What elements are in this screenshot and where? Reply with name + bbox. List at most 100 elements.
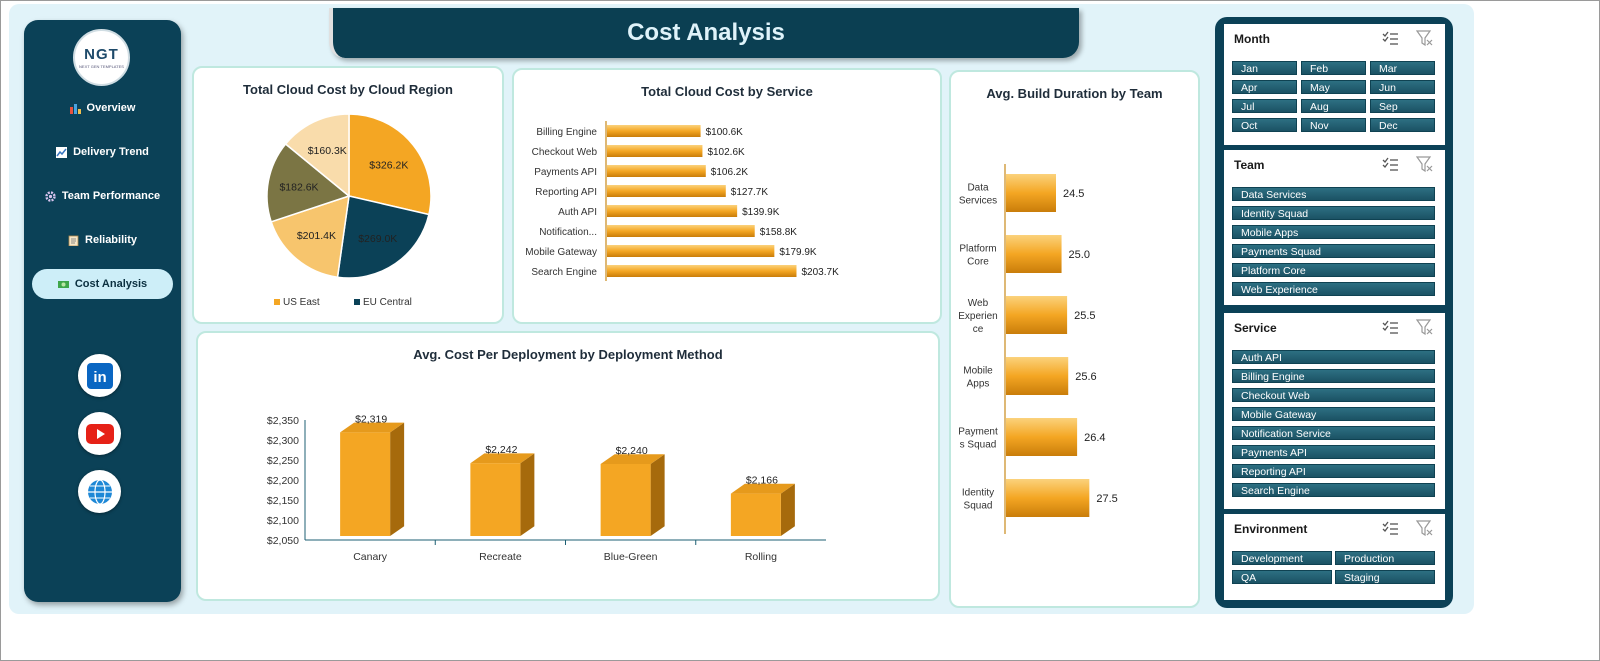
bar-data-label: $139.9K [742,207,780,218]
y-tick-label: $2,050 [267,535,299,547]
slicer-item[interactable]: Platform Core [1232,263,1435,277]
slicer-item[interactable]: Staging [1335,570,1435,584]
globe-icon[interactable] [78,470,121,513]
slicer-item[interactable]: May [1301,80,1366,94]
bar-data-label: $2,166 [746,475,778,487]
nav-cost-analysis[interactable]: Cost Analysis [32,269,173,299]
bar-data-label: 27.5 [1096,493,1117,505]
bar [607,145,703,157]
slicer-item[interactable]: Jul [1232,99,1297,113]
category-label: Services [959,196,997,207]
nav-reliability[interactable]: Reliability [32,225,173,255]
slicer-item[interactable]: Reporting API [1232,464,1435,478]
slicer-item[interactable]: Development [1232,551,1332,565]
slicer-item[interactable]: Search Engine [1232,483,1435,497]
bar-data-label: $102.6K [707,147,745,158]
pie-data-label: $182.6K [279,182,318,194]
chart-title: Avg. Build Duration by Team [986,86,1163,101]
slicer-item[interactable]: Payments Squad [1232,244,1435,258]
youtube-icon[interactable] [78,412,121,455]
slicer-item[interactable]: Production [1335,551,1435,565]
bar-data-label: 25.6 [1075,371,1096,383]
slicer-item[interactable]: Identity Squad [1232,206,1435,220]
bar [607,185,726,197]
region-pie-panel: Total Cloud Cost by Cloud Region $326.2K… [192,66,504,324]
slicer-item[interactable]: Payments API [1232,445,1435,459]
slicer-header: Month [1234,32,1270,46]
region-pie-chart: $326.2K $269.0K $201.4K $182.6K $160.3K US Ea… [266,113,432,308]
legend-label: EU Central [363,297,412,308]
service-bar-panel: Total Cloud Cost by Service Billing Engi… [512,68,942,324]
category-label: s Squad [960,440,997,451]
sidebar: NGT NEXT GEN TEMPLATES Overview Delivery… [24,20,181,602]
bar-data-label: $2,240 [616,445,648,457]
nav-label: Cost Analysis [74,278,148,290]
slicer-item[interactable]: Feb [1301,61,1366,75]
chart-title: Total Cloud Cost by Cloud Region [243,82,453,97]
bar [607,265,797,277]
slicer-item[interactable]: Dec [1370,118,1435,132]
slicer-item[interactable]: Mobile Apps [1232,225,1435,239]
nav-delivery-trend[interactable]: Delivery Trend [32,137,173,167]
slicer-item[interactable]: Notification Service [1232,426,1435,440]
environment-slicer: Environment Development Production QA Stagi… [1224,514,1445,600]
slicer-item[interactable]: Aug [1301,99,1366,113]
slicer-panel: Month Jan Feb Mar Apr May Jun Jul Aug Sep Oct Nov D… [1215,17,1453,608]
bar-top [730,483,795,494]
category-label: Reporting API [535,187,597,198]
multi-select-icon[interactable] [1382,31,1399,46]
bar [607,225,755,237]
slicer-item[interactable]: Data Services [1232,187,1435,201]
slicer-item[interactable]: Sep [1370,99,1435,113]
build-duration-panel: Avg. Build Duration by Team Data Services… [949,70,1200,608]
category-label: Squad [964,501,993,512]
bar-chart-icon [69,103,81,114]
nav-label: Reliability [85,234,137,246]
slicer-item[interactable]: Mobile Gateway [1232,407,1435,421]
category-label: Notification... [539,227,597,238]
logo: NGT NEXT GEN TEMPLATES [73,29,130,86]
multi-select-icon[interactable] [1382,521,1399,536]
slicer-item[interactable]: Nov [1301,118,1366,132]
clear-filter-icon[interactable] [1416,319,1433,336]
slicer-header: Team [1234,158,1265,172]
y-tick-label: $2,250 [267,455,299,467]
slicer-item[interactable]: QA [1232,570,1332,584]
slicer-item[interactable]: Web Experience [1232,282,1435,296]
category-label: Payment [958,427,998,438]
y-tick-label: $2,350 [267,415,299,427]
nav-overview[interactable]: Overview [32,93,173,123]
slicer-item[interactable]: Oct [1232,118,1297,132]
nav-label: Team Performance [61,190,161,202]
slicer-item[interactable]: Apr [1232,80,1297,94]
slicer-item[interactable]: Mar [1370,61,1435,75]
logo-tagline: NEXT GEN TEMPLATES [79,64,124,69]
linkedin-icon[interactable]: in [78,354,121,397]
category-label: Platform [959,244,996,255]
clear-filter-icon[interactable] [1416,30,1433,47]
bar-data-label: $127.7K [731,187,769,198]
category-label: Rolling [745,551,777,563]
slicer-item[interactable]: Checkout Web [1232,388,1435,402]
slicer-item[interactable]: Jan [1232,61,1297,75]
multi-select-icon[interactable] [1382,320,1399,335]
bar-data-label: 26.4 [1084,432,1105,444]
bar-side [650,454,665,536]
multi-select-icon[interactable] [1382,157,1399,172]
bar [600,464,651,536]
slicer-item[interactable]: Auth API [1232,350,1435,364]
pie-slice [284,113,350,198]
category-label: Checkout Web [532,147,598,158]
bar [1006,174,1056,212]
nav-team-performance[interactable]: Team Performance [32,181,173,211]
pie-slice [266,142,351,223]
bar [340,432,391,536]
slicer-item[interactable]: Jun [1370,80,1435,94]
slicer-item[interactable]: Billing Engine [1232,369,1435,383]
clear-filter-icon[interactable] [1416,520,1433,537]
bar [470,463,521,536]
bar [1006,479,1090,517]
bar-data-label: $2,242 [485,444,517,456]
category-label: Mobile Gateway [525,247,597,258]
clear-filter-icon[interactable] [1416,156,1433,173]
